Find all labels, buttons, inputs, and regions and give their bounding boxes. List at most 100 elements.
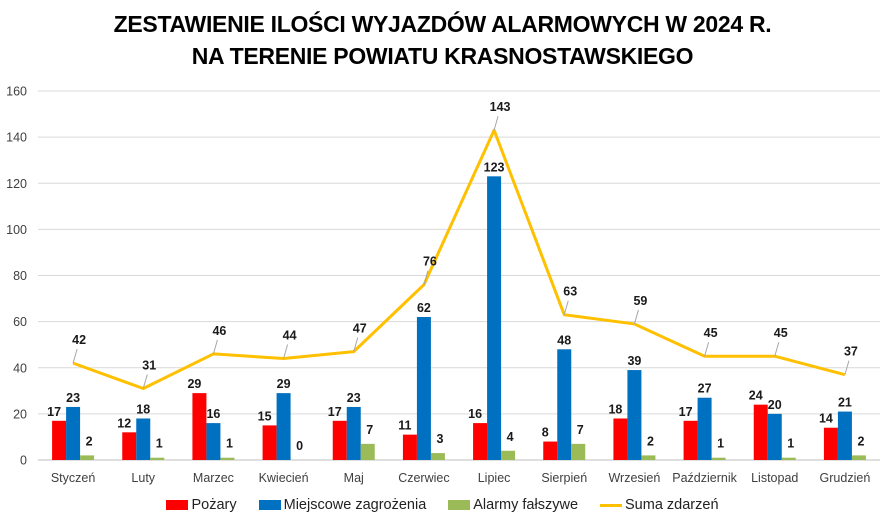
bar-alarmy-falszywe	[360, 443, 375, 460]
data-label: 24	[749, 389, 763, 403]
legend-item: Alarmy fałszywe	[448, 497, 578, 513]
bar-alarmy-falszywe	[150, 457, 165, 460]
data-label: 17	[328, 405, 342, 419]
legend: Pożary Miejscowe zagrożenia Alarmy fałszyw…	[0, 497, 885, 513]
legend-swatch	[600, 503, 623, 507]
x-tick-label: Lipiec	[478, 471, 511, 485]
x-tick-label: Listopad	[751, 471, 798, 485]
bar-alarmy-falszywe	[781, 457, 796, 460]
line-data-label: 76	[423, 255, 437, 269]
data-label: 16	[206, 407, 220, 421]
data-label: 1	[787, 437, 794, 451]
bar-pozary	[402, 434, 417, 460]
line-data-label: 47	[353, 322, 367, 336]
data-label: 12	[117, 416, 131, 430]
leader-line	[423, 270, 429, 285]
bar-pozary	[332, 420, 347, 460]
data-label: 7	[366, 423, 373, 437]
bar-miejscowe-zagrozenia	[66, 406, 81, 460]
line-data-label: 45	[704, 326, 718, 340]
line-data-label: 59	[633, 294, 647, 308]
legend-item: Pożary	[166, 497, 237, 513]
bar-miejscowe-zagrozenia	[487, 176, 502, 461]
data-label: 1	[226, 437, 233, 451]
data-label: 48	[557, 333, 571, 347]
y-tick-label: 120	[6, 177, 27, 191]
data-label: 16	[468, 407, 482, 421]
legend-item: Miejscowe zagrożenia	[258, 497, 427, 513]
bar-miejscowe-zagrozenia	[697, 397, 712, 460]
line-data-label: 63	[563, 285, 577, 299]
leader-line	[283, 344, 289, 359]
legend-label: Suma zdarzeń	[625, 497, 719, 513]
data-label: 4	[507, 430, 514, 444]
bar-pozary	[473, 423, 488, 460]
line-data-label: 45	[774, 326, 788, 340]
bar-miejscowe-zagrozenia	[136, 418, 151, 460]
bar-alarmy-falszywe	[220, 457, 235, 460]
legend-swatch	[448, 500, 471, 510]
leader-line	[563, 300, 569, 315]
data-label: 14	[819, 412, 833, 426]
sum-line	[72, 128, 846, 391]
chart-title-line2: NA TERENIE POWIATU KRASNOSTAWSKIEGO	[191, 43, 694, 69]
data-label: 2	[647, 434, 654, 448]
data-label: 17	[679, 405, 693, 419]
bar-miejscowe-zagrozenia	[416, 317, 431, 460]
legend-item: Suma zdarzeń	[600, 497, 719, 513]
y-tick-label: 80	[13, 269, 27, 283]
y-tick-label: 40	[13, 361, 27, 375]
y-tick-label: 100	[6, 223, 27, 237]
line-data-label: 44	[283, 329, 297, 343]
bar-pozary	[192, 393, 207, 460]
x-tick-label: Wrzesień	[608, 471, 660, 485]
data-label: 27	[698, 382, 712, 396]
bar-alarmy-falszywe	[80, 455, 95, 460]
bar-miejscowe-zagrozenia	[627, 370, 642, 460]
bar-alarmy-falszywe	[641, 455, 656, 460]
line-data-label: 46	[212, 324, 226, 338]
bar-pozary	[823, 427, 838, 460]
bar-pozary	[262, 425, 277, 460]
data-label: 23	[347, 391, 361, 405]
x-tick-label: Marzec	[193, 471, 234, 485]
x-tick-label: Styczeń	[51, 471, 96, 485]
data-label: 15	[258, 409, 272, 423]
data-label: 2	[857, 434, 864, 448]
leader-line	[633, 309, 639, 325]
data-label: 17	[47, 405, 61, 419]
bar-miejscowe-zagrozenia	[346, 406, 361, 460]
data-label: 2	[86, 434, 93, 448]
data-label: 23	[66, 391, 80, 405]
bar-pozary	[613, 418, 628, 460]
leader-line	[844, 360, 850, 375]
legend-swatch	[166, 500, 189, 510]
y-tick-label: 60	[13, 315, 27, 329]
x-tick-label: Sierpień	[541, 471, 587, 485]
data-label: 20	[768, 398, 782, 412]
bar-alarmy-falszywe	[430, 453, 445, 460]
line-data-label: 143	[490, 100, 511, 114]
y-axis: 0 20 40 60 80 100 120 140 160	[6, 85, 27, 468]
chart-title: ZESTAWIENIE ILOŚCI WYJAZDÓW ALARMOWYCH W…	[0, 8, 885, 72]
bar-miejscowe-zagrozenia	[276, 393, 291, 460]
leader-line	[704, 342, 710, 357]
data-label: 39	[627, 354, 641, 368]
bar-miejscowe-zagrozenia	[767, 413, 782, 460]
bar-pozary	[122, 432, 137, 460]
line-data-label: 31	[142, 359, 156, 373]
bar-alarmy-falszywe	[711, 457, 726, 460]
data-label: 29	[277, 377, 291, 391]
bar-alarmy-falszywe	[501, 450, 516, 460]
legend-label: Miejscowe zagrożenia	[283, 497, 427, 513]
data-label: 7	[577, 423, 584, 437]
data-label: 11	[398, 419, 411, 433]
x-tick-label: Kwiecień	[259, 471, 309, 485]
data-label: 29	[187, 377, 201, 391]
bar-pozary	[683, 420, 698, 460]
x-tick-label: Czerwiec	[398, 471, 449, 485]
leader-line	[353, 337, 359, 352]
x-axis: Styczeń Luty Marzec Kwiecień Maj Czerwiec Lipi…	[51, 471, 870, 485]
bar-miejscowe-zagrozenia	[557, 349, 572, 460]
